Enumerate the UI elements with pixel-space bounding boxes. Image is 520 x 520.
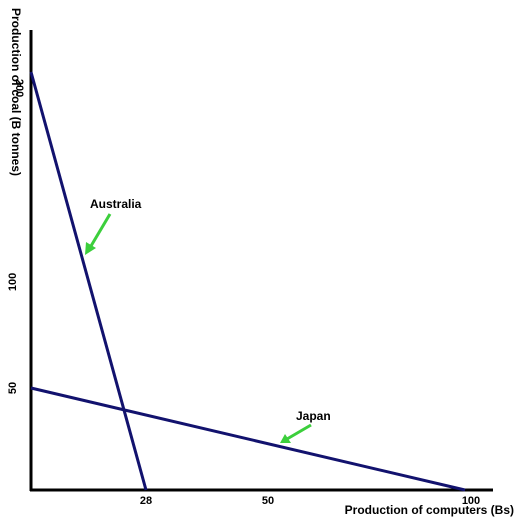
series-line-japan: [30, 386, 466, 492]
x-tick-label-100: 100: [462, 495, 480, 507]
annotation-japan: Japan: [296, 409, 331, 423]
series-layer: [29, 71, 466, 492]
x-tick-label-28: 28: [140, 495, 152, 507]
annotation-australia: Australia: [90, 197, 142, 211]
series-line-australia: [29, 71, 148, 491]
japan-arrow: [280, 423, 312, 443]
x-tick-label-50: 50: [262, 495, 274, 507]
y-tick-label-100: 100: [7, 273, 19, 291]
x-axis-title: Production of computers (Bs): [345, 503, 514, 517]
y-axis-title: Production of coal (B tonnes): [9, 8, 23, 176]
y-tick-label-200: 200: [13, 79, 25, 97]
y-tick-label-50: 50: [7, 382, 19, 394]
australia-arrow: [85, 213, 112, 255]
